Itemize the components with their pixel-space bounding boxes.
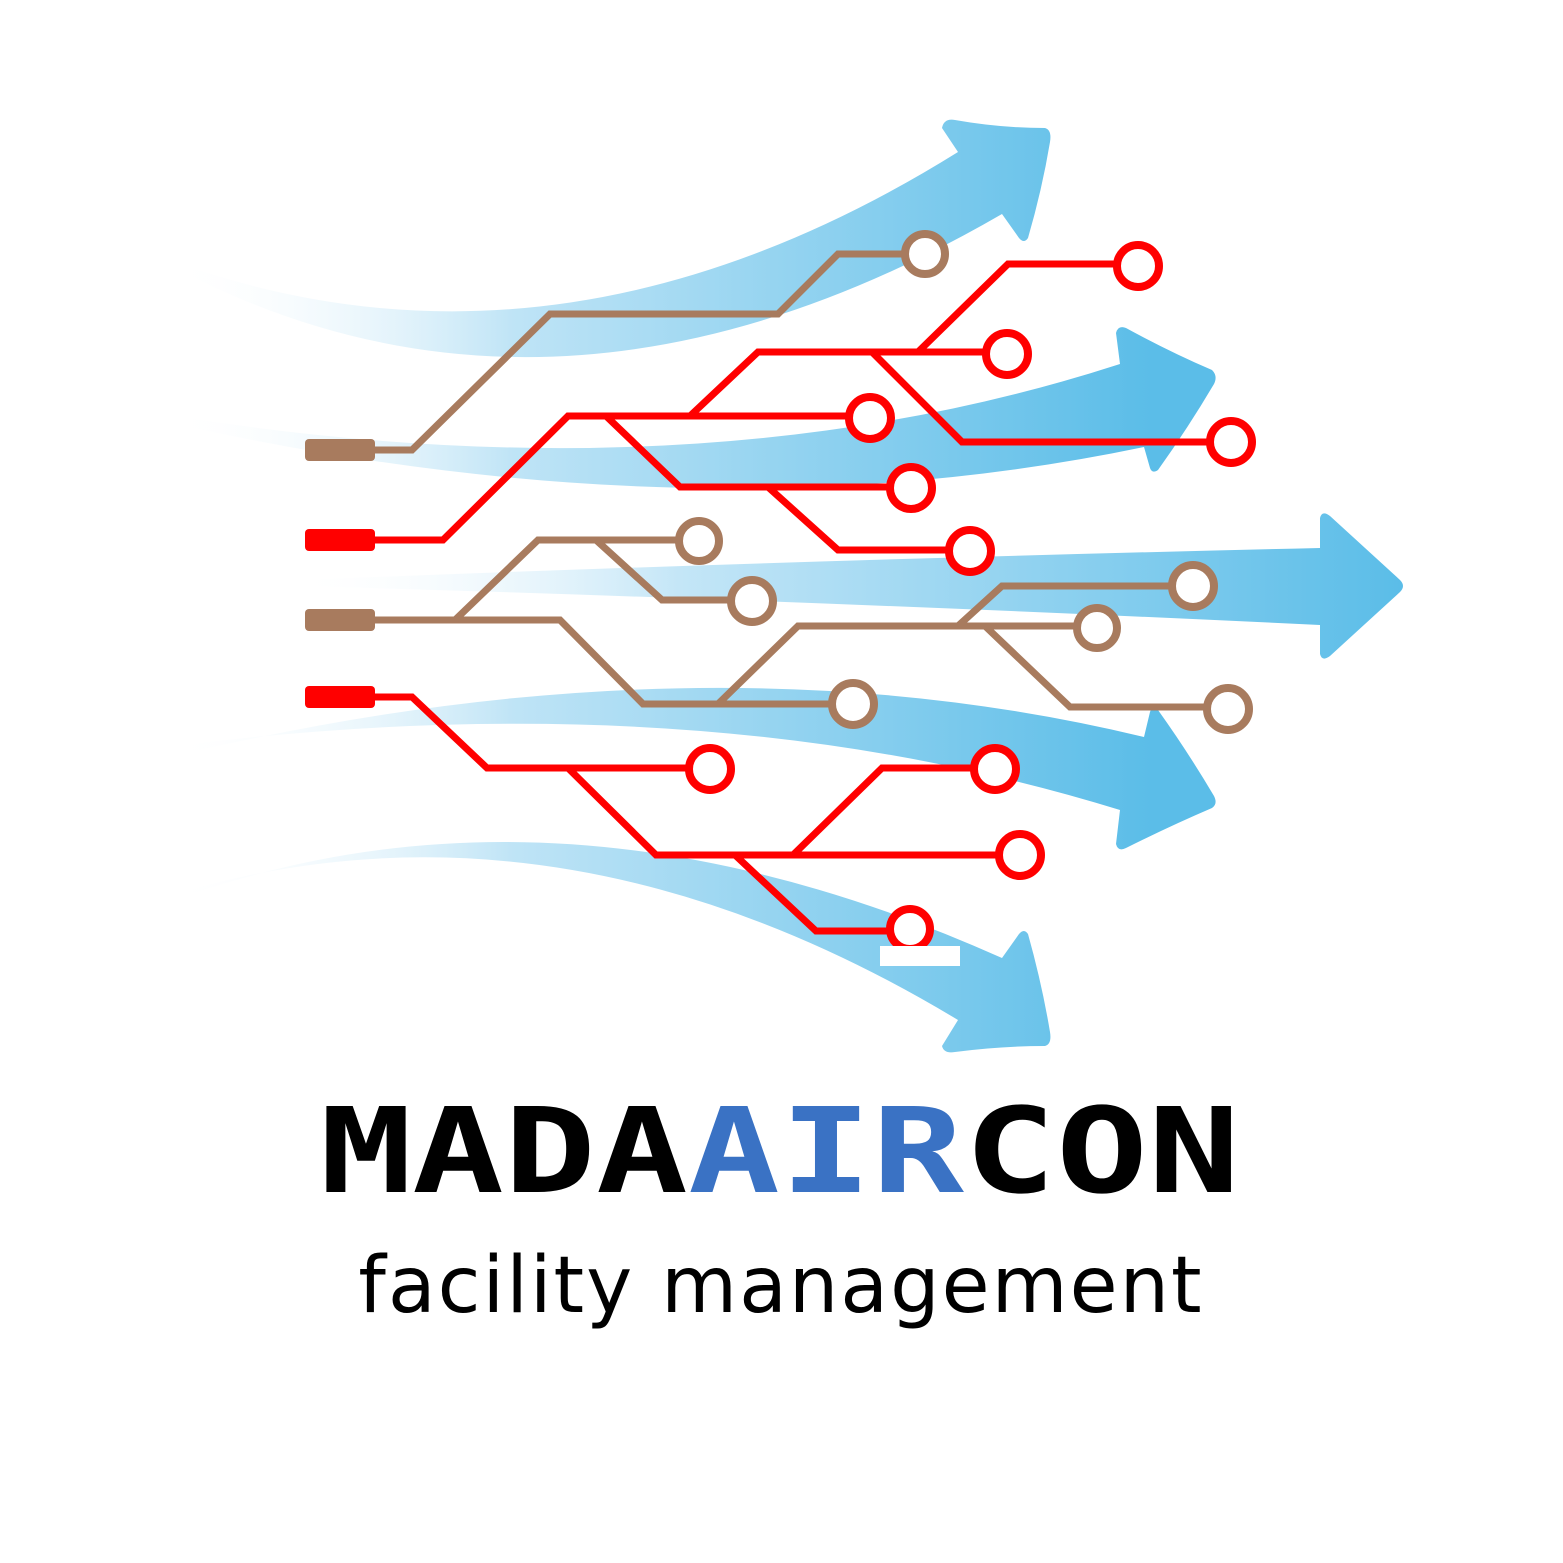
trace xyxy=(593,537,730,604)
brown-traces xyxy=(375,250,1205,711)
stub xyxy=(305,686,375,708)
trace xyxy=(955,582,1170,629)
node xyxy=(982,329,1032,379)
arrow xyxy=(300,513,1403,659)
node xyxy=(886,905,934,953)
trace xyxy=(565,765,998,859)
node xyxy=(995,830,1045,880)
trace xyxy=(603,413,890,491)
circuit xyxy=(305,230,1256,966)
node xyxy=(675,517,723,565)
arrow xyxy=(175,119,1051,358)
trace xyxy=(715,622,1076,707)
node xyxy=(970,744,1020,794)
node xyxy=(1073,604,1121,652)
trace xyxy=(732,852,890,935)
trace xyxy=(452,536,678,623)
node xyxy=(828,679,878,729)
trace xyxy=(765,484,948,554)
trace xyxy=(375,412,850,544)
trace xyxy=(915,260,1118,355)
trace xyxy=(375,250,905,454)
node xyxy=(1203,684,1253,734)
trace xyxy=(375,616,832,708)
arrow xyxy=(175,687,1216,850)
wordmark-part: CON xyxy=(964,1082,1240,1220)
node xyxy=(845,393,895,443)
airflow-arrows xyxy=(175,119,1403,1053)
stub xyxy=(305,529,375,551)
tagline: facility management xyxy=(358,1241,1203,1331)
mask xyxy=(880,946,960,966)
node xyxy=(1113,241,1163,291)
node xyxy=(727,576,777,626)
trace xyxy=(375,693,688,772)
stub xyxy=(305,439,375,461)
wordmark-part: MADA xyxy=(320,1082,688,1220)
node xyxy=(886,463,936,513)
node xyxy=(1206,417,1256,467)
trace xyxy=(982,623,1205,711)
stub xyxy=(305,609,375,631)
node xyxy=(685,744,735,794)
red-traces xyxy=(375,260,1210,935)
trace xyxy=(687,348,985,419)
trace xyxy=(790,764,973,858)
node xyxy=(1168,561,1218,611)
brown-nodes xyxy=(675,230,1253,734)
trace xyxy=(869,349,1210,446)
wordmark-part: AIR xyxy=(688,1082,965,1220)
node xyxy=(901,230,949,278)
wordmark: MADA AIR CON xyxy=(320,1082,1240,1220)
arrow xyxy=(175,327,1216,489)
arrow xyxy=(175,842,1051,1053)
node xyxy=(945,526,995,576)
